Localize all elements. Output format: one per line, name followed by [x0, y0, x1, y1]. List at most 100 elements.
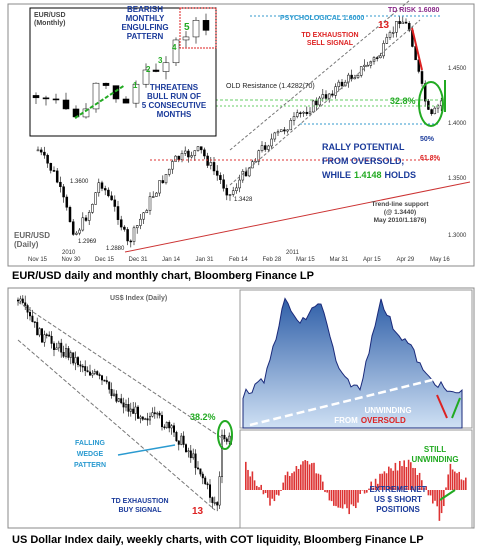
- highlight-ellipse: [418, 81, 444, 127]
- candle-body: [183, 150, 187, 154]
- candle-body: [203, 149, 206, 157]
- candle-body: [375, 57, 379, 59]
- cot-bar: [324, 490, 326, 493]
- candle-body: [247, 167, 251, 177]
- candle-body: [382, 43, 385, 57]
- candle-body: [158, 180, 161, 194]
- candle-body: [81, 217, 85, 231]
- cot-bar: [385, 473, 388, 490]
- candle-body: [103, 188, 107, 191]
- count: 3: [158, 56, 163, 65]
- label: RALLY POTENTIAL: [322, 142, 405, 152]
- label: UNWINDING: [411, 455, 458, 464]
- candle-body: [379, 55, 382, 59]
- label: FALLING: [75, 440, 105, 447]
- cot-bar: [357, 490, 359, 503]
- candle-body: [102, 82, 110, 86]
- candle-body: [153, 412, 156, 415]
- note: 50%: [420, 136, 435, 143]
- candle-body: [222, 179, 225, 189]
- inset-title: EUR/USD (Monthly): [34, 12, 66, 27]
- candle-body: [279, 129, 283, 133]
- cot-bar: [289, 475, 291, 490]
- cot-bar: [304, 460, 306, 490]
- candle-body: [206, 483, 209, 486]
- candle-body: [170, 425, 173, 429]
- candle-body: [91, 204, 94, 213]
- candle-body: [263, 145, 267, 150]
- candle-body: [62, 186, 65, 198]
- candle-body: [96, 371, 99, 375]
- cot-bar: [418, 472, 421, 490]
- cot-bar: [361, 490, 364, 491]
- candle-body: [286, 129, 289, 132]
- candle-body: [69, 352, 72, 358]
- cot-bar: [267, 490, 269, 498]
- candle-body: [127, 404, 130, 412]
- channel-line: [229, 0, 411, 151]
- cot-bar: [434, 490, 436, 501]
- candle-body: [86, 370, 89, 373]
- candle-body: [439, 100, 443, 107]
- candle-body: [158, 412, 161, 416]
- cot-bars: [245, 459, 467, 521]
- label: OVERSOLD: [361, 416, 406, 425]
- candle-body: [84, 217, 88, 221]
- candle-body: [388, 32, 392, 38]
- cot-bar: [339, 490, 342, 508]
- cot-bar: [350, 490, 353, 505]
- chart-title: US$ Index (Daily): [110, 295, 167, 302]
- candle-body: [353, 77, 357, 80]
- inset-frame: [29, 7, 217, 137]
- cot-bar: [359, 490, 361, 494]
- candle-body: [103, 379, 106, 382]
- candle-body: [194, 453, 197, 469]
- cot-bar: [286, 471, 289, 490]
- candle-body: [209, 484, 211, 498]
- cot-bar: [335, 490, 337, 507]
- candle-body: [113, 199, 117, 207]
- candle-body: [343, 81, 347, 87]
- cot-bar: [429, 490, 432, 496]
- cot-bar: [322, 481, 324, 490]
- cot-bar: [295, 466, 298, 490]
- y-tick-label: 1.4500: [448, 66, 467, 72]
- label: HOLDS: [385, 170, 417, 180]
- weekly-area: [242, 297, 463, 429]
- cot-bar: [447, 474, 449, 490]
- cot-bar: [440, 490, 443, 514]
- label: EUR/USD: [14, 231, 50, 240]
- cot-bar: [407, 459, 410, 490]
- candle-body: [295, 112, 299, 117]
- candle-body: [190, 155, 193, 158]
- candle-body: [209, 162, 213, 166]
- count: 1: [133, 81, 138, 90]
- candle-body: [46, 154, 49, 164]
- candle-body: [225, 438, 228, 442]
- label: WHILE: [322, 170, 351, 180]
- candle-body: [161, 415, 163, 428]
- cot-bar: [253, 480, 256, 490]
- candle-body: [52, 98, 60, 101]
- cot-bar: [260, 484, 262, 490]
- candle-body: [340, 81, 344, 87]
- candle-body: [192, 453, 195, 459]
- y-tick-label: 1.3000: [448, 233, 467, 239]
- candle-body: [139, 218, 142, 226]
- inset-highlight: [179, 7, 217, 49]
- candle-body: [168, 422, 171, 429]
- candle-body: [144, 418, 147, 420]
- x-tick-label: Jan 14: [162, 257, 181, 263]
- inset-arrow: [74, 84, 126, 119]
- candle-body: [260, 145, 264, 151]
- cot-bar: [372, 487, 375, 490]
- candle-body: [219, 175, 222, 181]
- candle-body: [141, 416, 144, 420]
- candle-body: [31, 315, 34, 322]
- year-label: 2010: [62, 250, 76, 256]
- cot-bar: [390, 468, 392, 490]
- candle-body: [196, 146, 200, 151]
- candle-body: [385, 37, 389, 44]
- candle-body: [125, 404, 127, 408]
- candle-body: [59, 181, 62, 187]
